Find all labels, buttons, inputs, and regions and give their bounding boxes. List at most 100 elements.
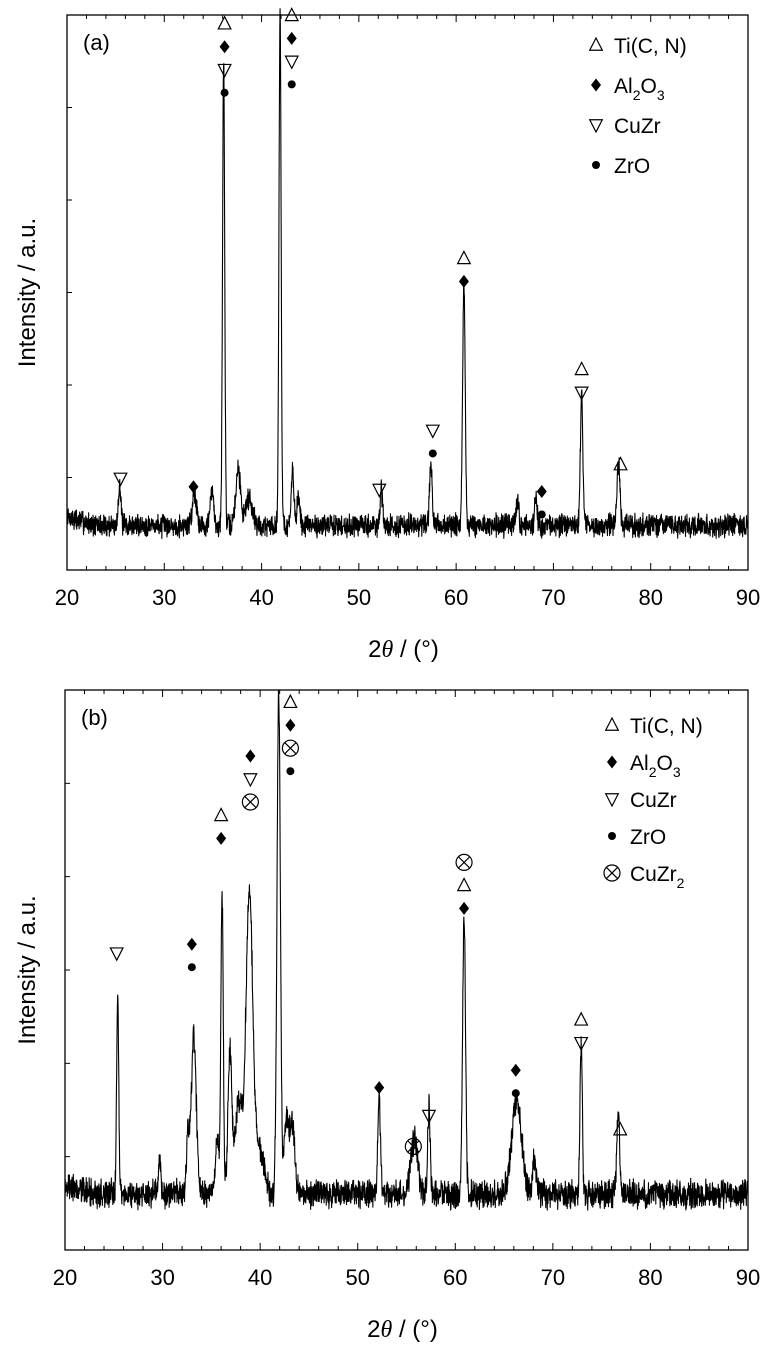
diamond-marker-icon <box>286 31 297 45</box>
legend-entry: ZrO <box>608 826 666 849</box>
dot-marker-icon <box>220 88 229 97</box>
x-tick-label: 60 <box>444 585 468 610</box>
peak-annotation <box>284 7 300 89</box>
dot-marker-icon <box>286 767 295 776</box>
plot-frame <box>66 14 749 571</box>
peak-annotation <box>421 1109 437 1124</box>
tri-down-marker-icon <box>574 386 589 401</box>
tri-up-marker-icon <box>612 1121 628 1136</box>
legend-label: ZrO <box>614 155 650 178</box>
diamond-marker-icon <box>459 901 470 915</box>
dot-marker-icon <box>287 80 296 89</box>
peak-annotation <box>455 853 473 915</box>
legend-label: Al2O3 <box>630 752 681 780</box>
legend-label: CuZr <box>614 115 661 138</box>
tri-up-marker-icon <box>284 7 300 22</box>
panel-label: (a) <box>83 30 110 55</box>
peak-annotation <box>510 1063 521 1098</box>
tri-down-marker-icon <box>109 947 124 962</box>
otimes-marker-icon <box>241 793 259 811</box>
x-axis-label: 2θ / (°) <box>368 636 439 663</box>
peak-annotation <box>213 807 229 845</box>
tri-up-marker-icon <box>217 15 232 30</box>
peak-annotation <box>186 937 197 972</box>
tri-up-marker-icon <box>456 250 472 265</box>
xrd-pattern-line <box>66 8 749 540</box>
peak-annotation <box>613 456 628 471</box>
legend-entry: CuZr2 <box>603 863 685 891</box>
peak-annotation <box>109 947 124 962</box>
peak-annotation <box>217 15 232 97</box>
x-tick-label: 90 <box>736 1265 760 1290</box>
x-axis-label: 2θ / (°) <box>367 1316 438 1343</box>
tri-down-marker-icon <box>604 793 620 808</box>
peak-annotation <box>241 749 259 811</box>
legend-entry: Al2O3 <box>607 752 681 780</box>
peak-annotation <box>188 480 199 494</box>
tri-up-marker-icon <box>604 716 620 731</box>
otimes-marker-icon <box>281 739 299 757</box>
legend-label: Ti(C, N) <box>630 715 703 738</box>
x-tick-label: 70 <box>541 585 565 610</box>
legend-label: CuZr <box>630 789 677 812</box>
peak-annotation <box>374 1081 385 1095</box>
peak-annotation <box>536 485 547 519</box>
diamond-marker-icon <box>245 749 256 763</box>
peak-annotation <box>574 361 589 401</box>
tri-up-marker-icon <box>574 361 589 376</box>
tri-down-marker-icon <box>372 483 387 498</box>
tri-down-marker-icon <box>217 63 232 79</box>
plot-frame <box>64 689 749 1251</box>
legend: Ti(C, N) Al2O3 CuZr ZrO CuZr2 <box>603 715 703 891</box>
otimes-marker-icon <box>404 1137 422 1156</box>
tri-down-marker-icon <box>113 472 128 487</box>
x-tick-label: 50 <box>347 585 371 610</box>
x-tick-label: 70 <box>541 1265 565 1290</box>
otimes-marker-icon <box>455 853 473 872</box>
diamond-marker-icon <box>374 1081 385 1095</box>
x-tick-label: 40 <box>249 585 273 610</box>
x-tick-label: 30 <box>150 1265 174 1290</box>
peak-annotation <box>425 424 441 458</box>
peak-annotation <box>573 1011 589 1052</box>
dot-marker-icon <box>511 1089 520 1098</box>
diamond-marker-icon <box>188 480 199 494</box>
diamond-marker-icon <box>458 274 469 288</box>
legend-label: Ti(C, N) <box>614 35 687 58</box>
legend-entry: Ti(C, N) <box>588 35 687 58</box>
legend-label: Al2O3 <box>614 75 665 103</box>
x-tick-label: 50 <box>345 1265 369 1290</box>
legend-entry: Al2O3 <box>591 75 665 103</box>
y-axis-label: Intensity / a.u. <box>14 218 41 367</box>
xrd-panel-b: 20 30 40 50 60 70 80 90 2θ / (°) Intensity / a.u.… <box>14 689 760 1343</box>
peak-annotation <box>372 483 387 498</box>
peak-annotation <box>404 1137 422 1156</box>
x-tick-label: 30 <box>152 585 176 610</box>
diamond-marker-icon <box>536 485 547 498</box>
legend-entry: ZrO <box>592 155 650 178</box>
dot-marker-icon <box>428 449 437 458</box>
tri-up-marker-icon <box>613 456 628 471</box>
diamond-marker-icon <box>607 755 617 769</box>
dot-marker-icon <box>187 963 196 972</box>
diamond-marker-icon <box>591 78 601 92</box>
tri-up-marker-icon <box>283 693 298 709</box>
tri-up-marker-icon <box>588 36 604 51</box>
x-tick-label: 60 <box>443 1265 467 1290</box>
diamond-marker-icon <box>219 40 230 54</box>
peak-annotation <box>456 250 472 288</box>
tri-down-marker-icon <box>284 55 300 70</box>
y-axis-label: Intensity / a.u. <box>14 895 41 1044</box>
diamond-marker-icon <box>285 718 296 732</box>
tri-up-marker-icon <box>213 807 229 822</box>
xrd-panel-a: 20 30 40 50 60 70 80 90 2θ / (°) Intensity / a.u.… <box>14 7 760 663</box>
legend-entry: CuZr <box>588 115 661 138</box>
tri-down-marker-icon <box>588 119 604 134</box>
dot-marker-icon <box>537 510 546 519</box>
otimes-marker-icon <box>603 864 621 882</box>
xrd-pattern-line <box>64 690 749 1211</box>
x-tick-label: 80 <box>638 1265 662 1290</box>
x-tick-label: 80 <box>638 585 662 610</box>
legend-label: ZrO <box>630 826 666 849</box>
